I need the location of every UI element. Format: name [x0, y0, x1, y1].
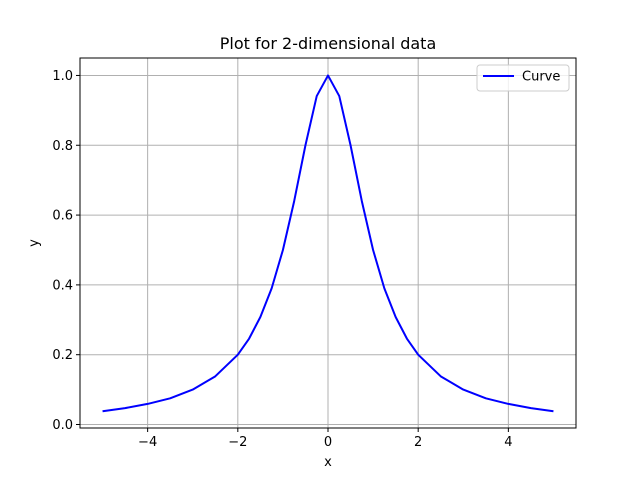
x-tick-label: 0	[324, 435, 332, 450]
y-tick-label: 0.6	[52, 209, 73, 224]
x-tick-label: 2	[414, 435, 422, 450]
y-axis-title: y	[27, 239, 42, 247]
x-tick-label: −4	[138, 435, 157, 450]
x-tick-label: −2	[228, 435, 247, 450]
y-tick-label: 0.8	[52, 139, 73, 154]
chart-title: Plot for 2-dimensional data	[220, 34, 437, 53]
legend: Curve	[476, 64, 570, 92]
legend-label: Curve	[522, 70, 560, 85]
x-axis-title: x	[324, 455, 332, 470]
x-tick-label: 4	[504, 435, 512, 450]
y-tick-label: 0.0	[52, 418, 73, 433]
y-tick-label: 0.4	[52, 278, 73, 293]
y-tick-label: 0.2	[52, 348, 73, 363]
axis-ticks: −4 −2 0 2 4 0.0 0.2 0.4 0.6 0.8 1.0	[52, 69, 512, 450]
y-tick-label: 1.0	[52, 69, 73, 84]
series-layer	[102, 74, 554, 413]
series-line-0	[102, 74, 554, 413]
legend-box	[476, 64, 570, 92]
